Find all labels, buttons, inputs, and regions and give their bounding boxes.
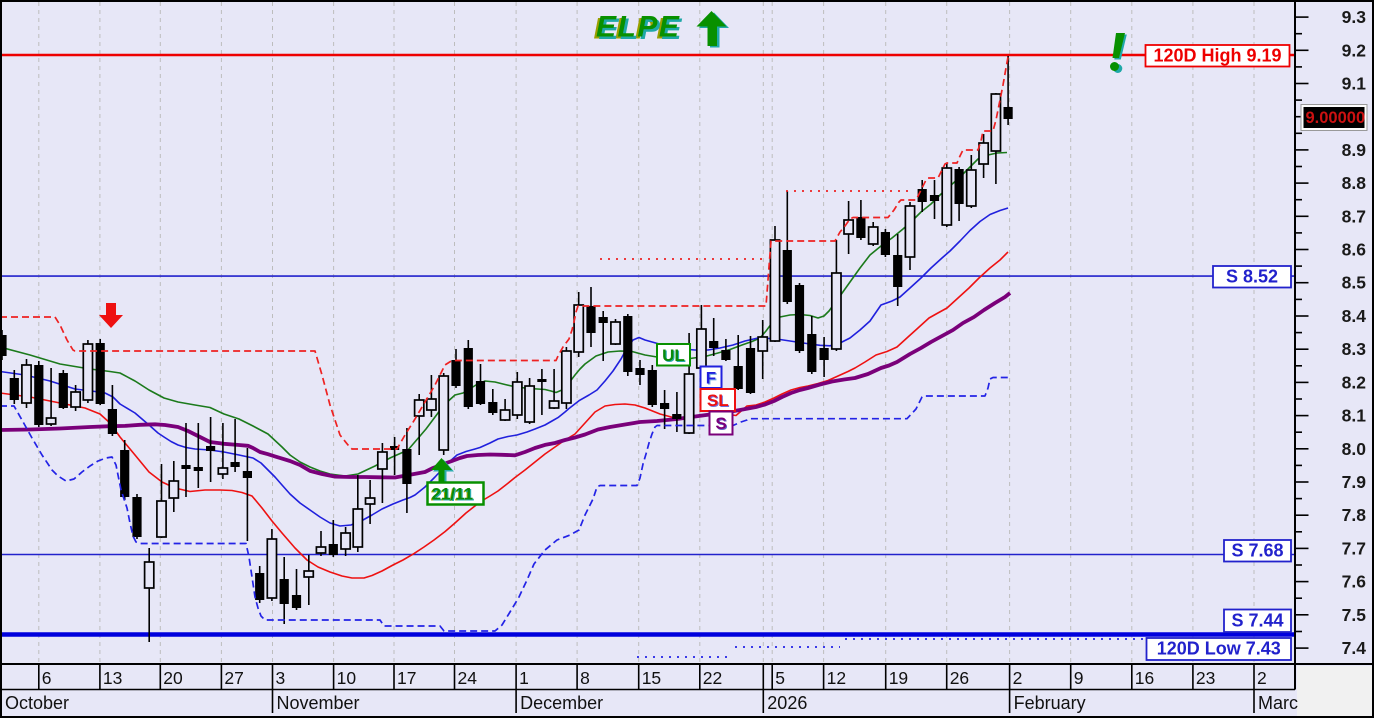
- svg-text:13: 13: [103, 668, 122, 688]
- svg-text:SL: SL: [708, 392, 730, 411]
- svg-text:F: F: [706, 368, 716, 387]
- svg-text:9.2: 9.2: [1342, 40, 1367, 60]
- svg-text:ELPE: ELPE: [594, 13, 678, 46]
- svg-text:2: 2: [1013, 668, 1023, 688]
- svg-text:8.4: 8.4: [1342, 306, 1367, 326]
- svg-text:UL: UL: [662, 346, 685, 365]
- svg-text:8.9: 8.9: [1342, 140, 1367, 160]
- svg-text:7.5: 7.5: [1342, 605, 1367, 625]
- svg-text:2026: 2026: [767, 693, 807, 713]
- svg-text:9.1: 9.1: [1342, 74, 1367, 94]
- svg-text:16: 16: [1135, 668, 1154, 688]
- svg-text:Marc: Marc: [1258, 693, 1298, 713]
- svg-text:8.6: 8.6: [1342, 240, 1367, 260]
- svg-text:UL: UL: [663, 347, 686, 366]
- svg-text:8: 8: [580, 668, 590, 688]
- svg-text:8.5: 8.5: [1342, 273, 1367, 293]
- svg-text:8.3: 8.3: [1342, 339, 1367, 359]
- svg-text:8.8: 8.8: [1342, 173, 1367, 193]
- svg-text:21/11: 21/11: [432, 485, 474, 504]
- svg-text:9.3: 9.3: [1342, 7, 1367, 27]
- svg-text:F: F: [707, 369, 717, 388]
- svg-text:December: December: [520, 693, 603, 713]
- svg-text:8.1: 8.1: [1342, 406, 1367, 426]
- svg-text:22: 22: [703, 668, 722, 688]
- svg-text:S 7.68: S 7.68: [1231, 540, 1283, 560]
- svg-text:S: S: [715, 414, 726, 433]
- svg-text:1: 1: [519, 668, 529, 688]
- svg-text:7.4: 7.4: [1342, 638, 1367, 658]
- svg-text:2: 2: [1257, 668, 1267, 688]
- svg-text:9: 9: [1074, 668, 1084, 688]
- svg-text:November: November: [277, 693, 360, 713]
- svg-text:26: 26: [950, 668, 969, 688]
- svg-text:February: February: [1014, 693, 1086, 713]
- svg-text:October: October: [5, 693, 69, 713]
- svg-text:6: 6: [42, 668, 52, 688]
- svg-text:7.6: 7.6: [1342, 572, 1367, 592]
- svg-text:ELPE: ELPE: [599, 13, 683, 46]
- svg-text:24: 24: [458, 668, 478, 688]
- svg-text:7.9: 7.9: [1342, 472, 1367, 492]
- svg-text:15: 15: [642, 668, 661, 688]
- svg-text:20: 20: [163, 668, 183, 688]
- svg-text:21/11: 21/11: [431, 485, 473, 504]
- svg-text:8.2: 8.2: [1342, 372, 1367, 392]
- svg-text:ELPE: ELPE: [596, 11, 680, 44]
- svg-text:3: 3: [276, 668, 286, 688]
- svg-text:10: 10: [337, 668, 357, 688]
- svg-text:27: 27: [224, 668, 243, 688]
- svg-text:S: S: [716, 415, 727, 434]
- svg-text:7.7: 7.7: [1342, 538, 1366, 558]
- svg-text:8.7: 8.7: [1342, 206, 1366, 226]
- svg-text:23: 23: [1196, 668, 1215, 688]
- svg-text:7.8: 7.8: [1342, 505, 1367, 525]
- svg-text:21/11: 21/11: [433, 486, 475, 505]
- svg-text:19: 19: [889, 668, 908, 688]
- svg-text:12: 12: [827, 668, 846, 688]
- svg-text:120D Low 7.43: 120D Low 7.43: [1157, 639, 1281, 659]
- svg-text:S 7.44: S 7.44: [1231, 610, 1283, 630]
- svg-text:9.00000: 9.00000: [1306, 109, 1366, 127]
- svg-text:8.0: 8.0: [1342, 439, 1367, 459]
- svg-text:120D High 9.19: 120D High 9.19: [1153, 45, 1281, 65]
- svg-text:17: 17: [397, 668, 416, 688]
- svg-text:SL: SL: [707, 391, 729, 410]
- svg-text:5: 5: [775, 668, 785, 688]
- svg-text:S 8.52: S 8.52: [1226, 266, 1278, 286]
